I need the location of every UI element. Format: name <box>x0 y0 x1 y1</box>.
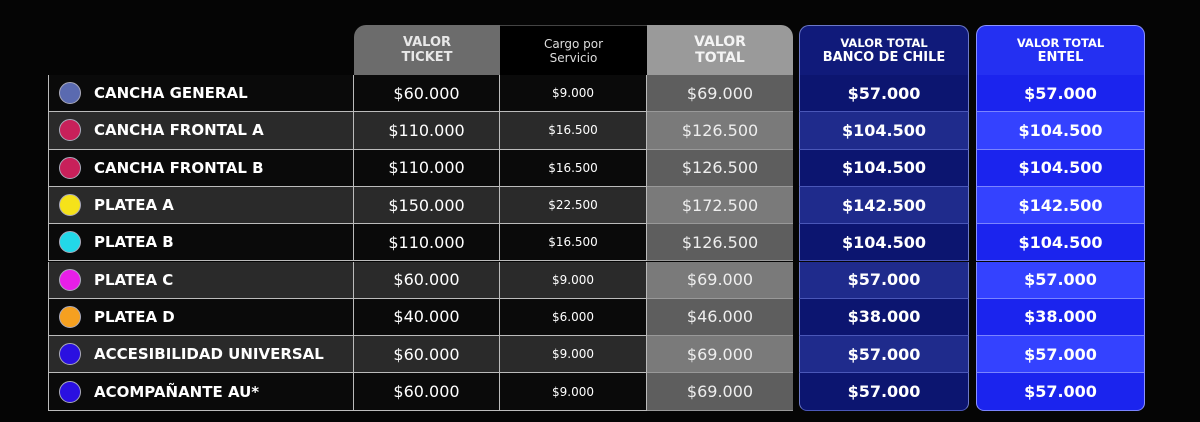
table-row: PLATEA D $40.000 $6.000 $46.000 $38.000 $38.0… <box>48 298 1145 337</box>
table-row: CANCHA FRONTAL A $110.000 $16.500 $126.500 $… <box>48 112 1145 150</box>
total-price-cell: $69.000 <box>647 373 793 411</box>
header-line: TICKET <box>401 50 453 65</box>
ticket-price-cell: $60.000 <box>354 336 500 374</box>
header-valor-total: VALOR TOTAL <box>647 25 793 75</box>
header-line: VALOR TOTAL <box>840 36 928 50</box>
zone-color-dot-icon <box>59 268 81 291</box>
banco-price-cell: $57.000 <box>799 336 969 374</box>
total-price-cell: $69.000 <box>647 75 793 113</box>
cargo-price-cell: $16.500 <box>500 149 647 187</box>
cargo-price-cell: $16.500 <box>500 112 647 150</box>
table-row: PLATEA B $110.000 $16.500 $126.500 $104.500 $… <box>48 224 1145 262</box>
zone-cell: PLATEA A <box>48 186 354 225</box>
zone-color-dot-icon <box>59 305 81 328</box>
zone-color-dot-icon <box>59 156 81 179</box>
table-row: PLATEA A $150.000 $22.500 $172.500 $142.500 $… <box>48 186 1145 225</box>
banco-price-cell: $57.000 <box>799 75 969 113</box>
header-banco-de-chile: VALOR TOTAL BANCO DE CHILE <box>799 25 969 75</box>
entel-price-cell: $142.500 <box>976 186 1145 225</box>
header-line: VALOR <box>694 34 746 50</box>
banco-price-cell: $57.000 <box>799 261 969 299</box>
total-price-cell: $69.000 <box>647 261 793 299</box>
zone-name: PLATEA C <box>94 270 174 289</box>
table-row: ACOMPAÑANTE AU* $60.000 $9.000 $69.000 $57.0… <box>48 373 1145 411</box>
entel-price-cell: $104.500 <box>976 112 1145 150</box>
zone-color-dot-icon <box>59 119 81 142</box>
zone-cell: PLATEA B <box>48 224 354 262</box>
cargo-price-cell: $9.000 <box>500 373 647 411</box>
zone-name: CANCHA FRONTAL A <box>94 121 264 140</box>
cargo-price-cell: $9.000 <box>500 261 647 299</box>
ticket-price-cell: $40.000 <box>354 298 500 337</box>
table-row: CANCHA GENERAL $60.000 $9.000 $69.000 $57.00… <box>48 75 1145 113</box>
entel-price-cell: $57.000 <box>976 261 1145 299</box>
ticket-price-cell: $110.000 <box>354 224 500 262</box>
banco-price-cell: $104.500 <box>799 149 969 187</box>
banco-price-cell: $57.000 <box>799 373 969 411</box>
zone-cell: CANCHA FRONTAL B <box>48 149 354 187</box>
entel-price-cell: $104.500 <box>976 149 1145 187</box>
entel-price-cell: $57.000 <box>976 336 1145 374</box>
total-price-cell: $46.000 <box>647 298 793 337</box>
zone-cell: ACCESIBILIDAD UNIVERSAL <box>48 336 354 374</box>
header-line: BANCO DE CHILE <box>822 50 946 65</box>
header-line: ENTEL <box>1037 50 1084 65</box>
zone-name: ACOMPAÑANTE AU* <box>94 382 260 401</box>
header-entel: VALOR TOTAL ENTEL <box>976 25 1145 75</box>
zone-color-dot-icon <box>59 194 81 217</box>
zone-color-dot-icon <box>59 82 81 105</box>
banco-price-cell: $104.500 <box>799 112 969 150</box>
entel-price-cell: $38.000 <box>976 298 1145 337</box>
total-price-cell: $126.500 <box>647 112 793 150</box>
total-price-cell: $172.500 <box>647 186 793 225</box>
zone-name: PLATEA A <box>94 196 174 215</box>
cargo-price-cell: $16.500 <box>500 224 647 262</box>
cargo-price-cell: $22.500 <box>500 186 647 225</box>
zone-name: ACCESIBILIDAD UNIVERSAL <box>94 345 324 364</box>
header-cargo-servicio: Cargo por Servicio <box>500 25 647 75</box>
banco-price-cell: $38.000 <box>799 298 969 337</box>
header-line: VALOR <box>402 35 452 50</box>
zone-cell: PLATEA C <box>48 261 354 299</box>
header-line: VALOR TOTAL <box>1016 36 1105 50</box>
header-line: Cargo por <box>543 36 604 51</box>
ticket-price-cell: $150.000 <box>354 186 500 225</box>
ticket-price-cell: $110.000 <box>354 112 500 150</box>
banco-price-cell: $104.500 <box>799 224 969 262</box>
entel-price-cell: $57.000 <box>976 373 1145 411</box>
total-price-cell: $126.500 <box>647 149 793 187</box>
header-line: Servicio <box>549 50 598 65</box>
ticket-price-cell: $60.000 <box>354 373 500 411</box>
zone-name: PLATEA D <box>94 307 175 326</box>
total-price-cell: $126.500 <box>647 224 793 262</box>
banco-price-cell: $142.500 <box>799 186 969 225</box>
table-row: CANCHA FRONTAL B $110.000 $16.500 $126.500 $… <box>48 149 1145 187</box>
entel-price-cell: $104.500 <box>976 224 1145 262</box>
ticket-price-cell: $60.000 <box>354 261 500 299</box>
header-valor-ticket: VALOR TICKET <box>354 25 500 75</box>
ticket-price-cell: $60.000 <box>354 75 500 113</box>
zone-cell: ACOMPAÑANTE AU* <box>48 373 354 411</box>
zone-color-dot-icon <box>59 380 81 403</box>
cargo-price-cell: $6.000 <box>500 298 647 337</box>
ticket-price-cell: $110.000 <box>354 149 500 187</box>
zone-cell: CANCHA GENERAL <box>48 75 354 113</box>
header-line: TOTAL <box>695 50 745 66</box>
zone-color-dot-icon <box>59 343 81 366</box>
zone-name: CANCHA FRONTAL B <box>94 158 264 177</box>
zone-cell: PLATEA D <box>48 298 354 337</box>
zone-color-dot-icon <box>59 231 81 254</box>
cargo-price-cell: $9.000 <box>500 336 647 374</box>
table-row: PLATEA C $60.000 $9.000 $69.000 $57.000 $57.0… <box>48 261 1145 299</box>
zone-name: CANCHA GENERAL <box>94 84 248 103</box>
total-price-cell: $69.000 <box>647 336 793 374</box>
entel-price-cell: $57.000 <box>976 75 1145 113</box>
table-row: ACCESIBILIDAD UNIVERSAL $60.000 $9.000 $69.… <box>48 336 1145 374</box>
zone-cell: CANCHA FRONTAL A <box>48 112 354 150</box>
cargo-price-cell: $9.000 <box>500 75 647 113</box>
zone-name: PLATEA B <box>94 233 174 252</box>
